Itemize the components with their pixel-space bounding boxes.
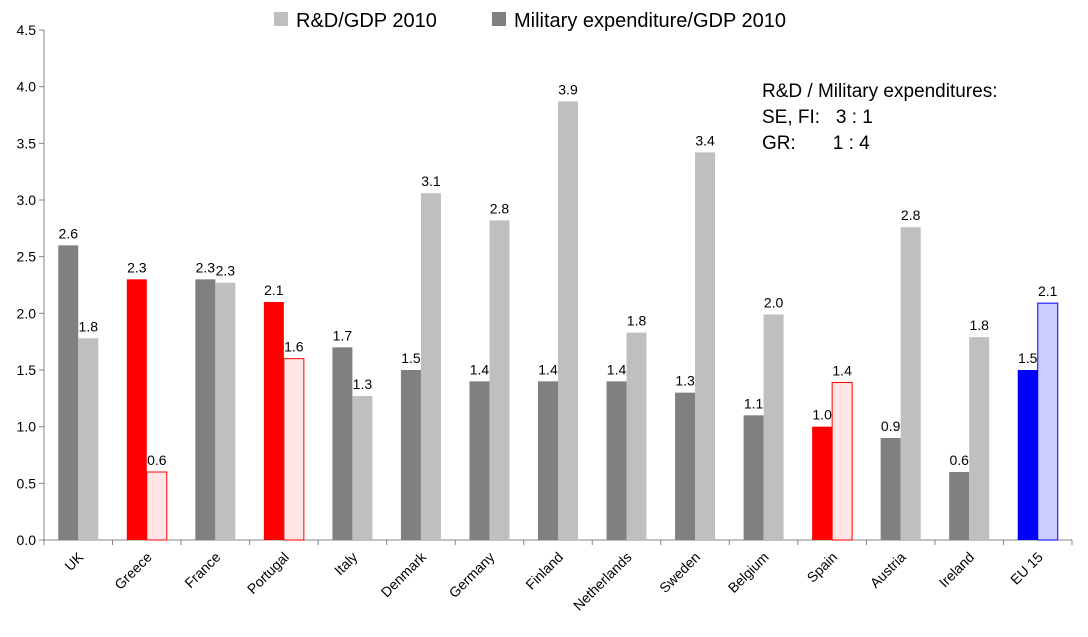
bar-rd (215, 282, 236, 540)
bar-military (880, 438, 901, 540)
data-label-military: 1.1 (744, 395, 764, 411)
bar-rd (146, 471, 168, 541)
bar-military (263, 302, 284, 540)
y-tick-label: 3.0 (17, 192, 37, 208)
bar-military (606, 381, 627, 540)
bar-rd (352, 396, 373, 540)
y-tick-label: 4.5 (17, 22, 37, 38)
data-label-rd: 2.8 (490, 200, 510, 216)
bar-military (195, 279, 216, 540)
data-label-military: 2.3 (127, 259, 147, 275)
bar-military (812, 426, 833, 540)
data-label-military: 2.3 (196, 259, 216, 275)
bar-rd (558, 101, 578, 541)
bar-military (58, 245, 79, 541)
data-label-military: 1.5 (1018, 350, 1038, 366)
bar-military (469, 381, 490, 540)
legend-swatch-military (492, 12, 506, 26)
bar-military (1017, 370, 1038, 540)
bar-rd (78, 338, 99, 540)
category-label: Italy (331, 549, 360, 578)
category-label: Belgium (725, 549, 772, 596)
data-labels: 2.61.82.30.62.3 2.32.11.61.71.31.53.11.42… (59, 81, 1058, 468)
bar-military (675, 392, 696, 540)
data-label-rd: 2.0 (764, 294, 784, 310)
data-label-rd: 3.1 (421, 173, 441, 189)
y-tick-label: 2.5 (17, 249, 37, 265)
category-label: Spain (804, 549, 841, 586)
data-label-military: 2.1 (264, 282, 284, 298)
legend: R&D/GDP 2010 Military expenditure/GDP 20… (274, 10, 786, 32)
legend-label-rd: R&D/GDP 2010 (296, 10, 437, 32)
legend-label-military: Military expenditure/GDP 2010 (514, 10, 786, 32)
bar-rd (763, 314, 784, 540)
y-tick-label: 0.0 (17, 532, 37, 548)
y-tick-label: 2.0 (17, 305, 37, 321)
annotation-line-2: SE, FI: 3 : 1 (762, 107, 873, 128)
category-label: UK (61, 548, 87, 574)
category-label: Austria (867, 549, 909, 591)
bar-military (949, 472, 970, 540)
data-label-rd: 1.4 (832, 362, 852, 378)
data-label-military: 1.4 (538, 361, 558, 377)
category-label: EU 15 (1007, 549, 1046, 588)
bar-military (400, 370, 421, 540)
annotation-line-3: GR: 1 : 4 (762, 133, 870, 154)
category-label: Germany (446, 549, 498, 601)
data-label-rd: 1.6 (284, 339, 304, 355)
category-labels: UK Greece France Portugal Italy Denmark German… (61, 548, 1046, 613)
bar-rd (420, 193, 441, 540)
category-label: Greece (111, 549, 155, 593)
bars (58, 101, 1059, 541)
category-label: France (181, 549, 223, 591)
data-label-rd: 2.1 (1038, 283, 1058, 299)
bar-rd (1037, 302, 1059, 541)
y-tick-label: 1.5 (17, 362, 37, 378)
data-label-rd: 2.3 (216, 263, 236, 279)
data-label-rd: 3.4 (695, 132, 715, 148)
data-label-military: 0.6 (949, 452, 969, 468)
data-label-military: 1.4 (607, 361, 627, 377)
bar-rd (283, 358, 305, 541)
data-label-rd: 1.8 (969, 317, 989, 333)
category-label: Portugal (244, 549, 292, 597)
category-label: Finland (522, 549, 566, 593)
bar-military (126, 279, 147, 540)
data-label-military: 2.6 (59, 225, 79, 241)
bar-rd (831, 381, 853, 541)
data-label-rd: 1.3 (353, 376, 373, 392)
y-tick-label: 1.0 (17, 419, 37, 435)
bar-military (332, 347, 353, 540)
y-tick-label: 4.0 (17, 79, 37, 95)
bar-rd (900, 227, 921, 540)
data-label-rd: 3.9 (558, 81, 578, 97)
annotation: R&D / Military expenditures: SE, FI: 3 :… (762, 81, 997, 154)
annotation-line-1: R&D / Military expenditures: (762, 81, 997, 102)
bar-rd (626, 332, 647, 540)
legend-swatch-rd (274, 12, 288, 26)
data-label-military: 1.0 (812, 407, 832, 423)
category-label: Netherlands (570, 549, 635, 614)
bar-rd (969, 337, 990, 540)
bar-rd (695, 152, 716, 540)
data-label-rd: 1.8 (627, 313, 647, 329)
data-label-military: 0.9 (881, 418, 901, 434)
data-label-military: 1.5 (401, 350, 421, 366)
bar-military (538, 381, 558, 540)
category-label: Sweden (656, 549, 703, 596)
y-tick-label: 0.5 (17, 475, 37, 491)
data-label-military: 1.3 (675, 373, 695, 389)
y-tick-label: 3.5 (17, 135, 37, 151)
category-label: Denmark (378, 548, 430, 600)
data-label-military: 1.4 (470, 361, 490, 377)
bar-rd (489, 220, 510, 540)
category-label: Ireland (936, 549, 978, 591)
bar-military (743, 415, 764, 540)
data-label-rd: 0.6 (147, 452, 167, 468)
data-label-rd: 2.8 (901, 207, 921, 223)
data-label-rd: 1.8 (79, 318, 99, 334)
data-label-military: 1.7 (333, 327, 353, 343)
